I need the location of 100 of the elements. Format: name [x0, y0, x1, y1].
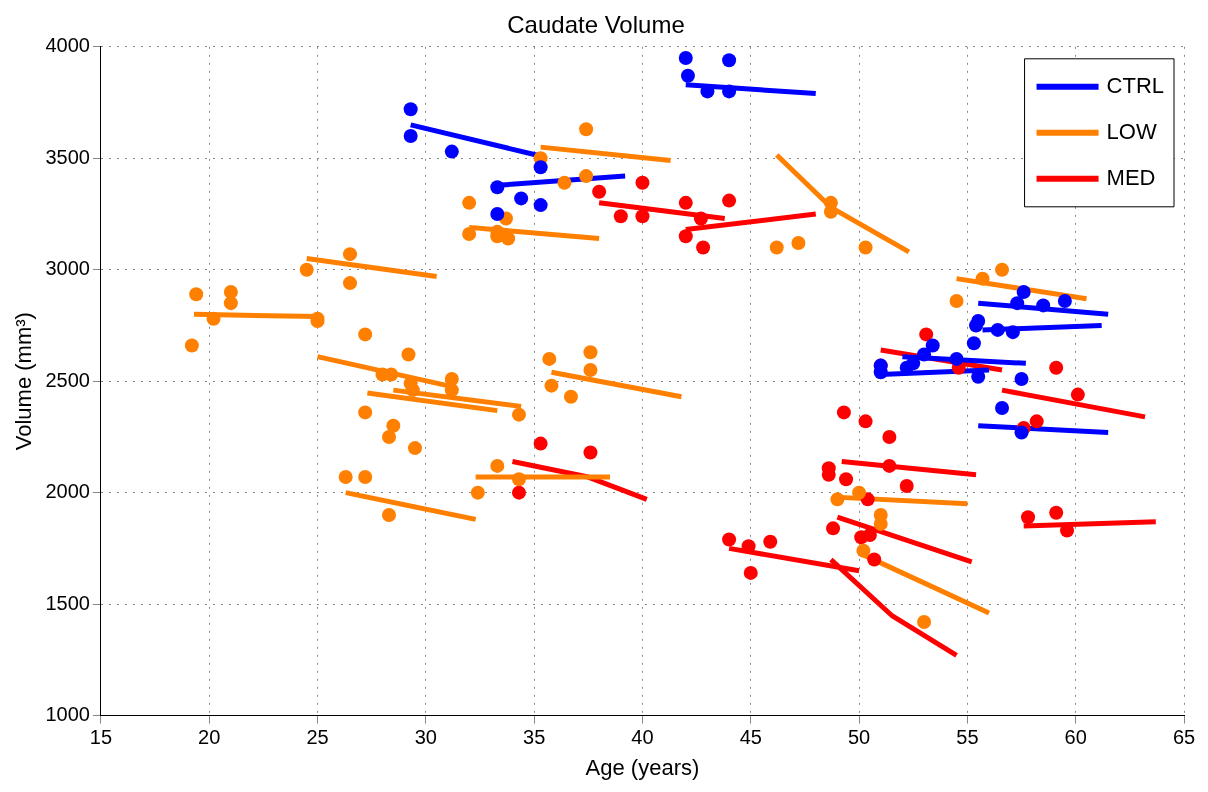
point [826, 521, 841, 536]
x-tick-label: 65 [1172, 726, 1196, 749]
point [533, 436, 548, 451]
chart-title: Caudate Volume [507, 11, 685, 39]
point [949, 293, 964, 308]
x-tick-label: 20 [198, 726, 221, 749]
y-tick-label: 2000 [45, 480, 90, 503]
point [223, 296, 238, 311]
point [358, 405, 373, 420]
x-tick-label: 50 [847, 726, 871, 749]
point [917, 614, 932, 629]
x-tick-label: 60 [1064, 726, 1087, 749]
point [343, 247, 358, 262]
point [343, 276, 358, 291]
point [680, 68, 695, 83]
point [470, 485, 485, 500]
point [917, 347, 932, 362]
point [338, 470, 353, 485]
point [1014, 371, 1029, 386]
x-tick-label: 45 [739, 726, 762, 749]
x-tick-label: 15 [89, 726, 113, 749]
point [1029, 414, 1044, 429]
point [693, 211, 708, 226]
point [1010, 296, 1025, 311]
point [743, 565, 758, 580]
point [184, 338, 199, 353]
point [533, 160, 548, 175]
point [769, 240, 784, 255]
point [995, 262, 1010, 277]
point [583, 363, 598, 378]
point [583, 445, 598, 460]
x-axis-title: Age (years) [585, 754, 700, 780]
point [592, 184, 607, 199]
point [583, 345, 598, 360]
point [444, 383, 459, 398]
x-tick-label: 55 [956, 726, 979, 749]
point [867, 552, 882, 567]
point [206, 311, 221, 326]
point [579, 122, 594, 137]
y-axis-title: Volume (mm³) [11, 312, 37, 451]
legend-label: CTRL [1106, 72, 1164, 98]
point [1014, 425, 1029, 440]
point [882, 458, 897, 473]
legend-label: MED [1106, 164, 1156, 190]
point [533, 198, 548, 213]
point [1021, 510, 1036, 525]
point [678, 229, 693, 244]
point [1070, 387, 1085, 402]
point [462, 195, 477, 210]
point [511, 485, 526, 500]
point [971, 314, 986, 329]
point [722, 53, 737, 68]
point [722, 193, 737, 208]
point [858, 414, 873, 429]
point [949, 351, 964, 366]
point [722, 532, 737, 547]
point [1016, 285, 1031, 300]
point [925, 338, 940, 353]
point [830, 492, 845, 507]
point [678, 50, 693, 65]
point [856, 543, 871, 558]
point [1036, 298, 1051, 313]
point [511, 407, 526, 422]
point [975, 271, 990, 286]
point [966, 336, 981, 351]
x-tick-label: 25 [306, 726, 329, 749]
point [444, 144, 459, 159]
point [490, 458, 505, 473]
point [722, 84, 737, 99]
point [899, 478, 914, 493]
point [501, 231, 516, 246]
point [462, 227, 477, 242]
point [791, 235, 806, 250]
point [1049, 505, 1064, 520]
point [563, 389, 578, 404]
point [1049, 360, 1064, 375]
point [1005, 325, 1020, 340]
point [382, 507, 396, 522]
point [299, 262, 314, 277]
point [882, 429, 897, 444]
point [990, 322, 1005, 337]
y-tick-label: 3500 [45, 145, 90, 168]
point [635, 175, 650, 190]
point [858, 240, 873, 255]
point [511, 472, 526, 487]
point [405, 383, 420, 398]
point [635, 209, 650, 224]
point [403, 128, 418, 143]
point [358, 327, 373, 342]
y-tick-label: 1000 [45, 703, 90, 726]
point [836, 405, 851, 420]
point [358, 470, 373, 485]
point [189, 287, 204, 302]
point [1057, 293, 1072, 308]
point [407, 441, 422, 456]
point [919, 327, 934, 342]
point [401, 347, 416, 362]
legend-label: LOW [1106, 118, 1157, 144]
point [862, 528, 877, 543]
point [542, 351, 557, 366]
